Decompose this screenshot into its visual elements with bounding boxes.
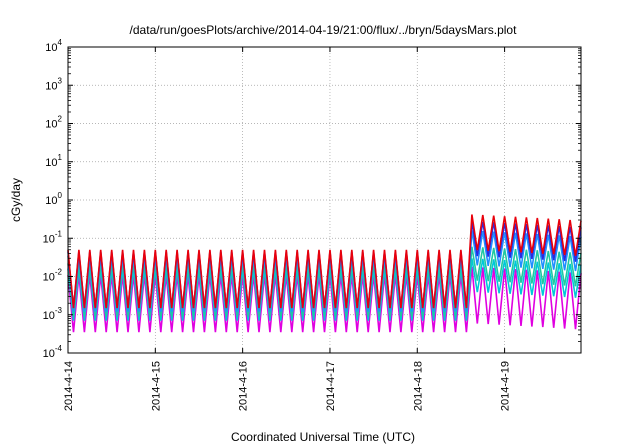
x-tick-label: 2014-4-14 <box>63 361 75 411</box>
y-axis: 10-4 10-3 10-2 10-1 100 101 102 103 104 <box>43 38 581 360</box>
y-tick-label: 10-4 <box>43 344 63 360</box>
x-axis: 2014-4-14 2014-4-15 2014-4-16 2014-4-17 2014… <box>63 47 512 411</box>
x-tick-label: 2014-4-16 <box>238 361 250 411</box>
y-tick-label: 10-2 <box>43 268 63 284</box>
series-line <box>67 266 582 333</box>
y-tick-label: 10-1 <box>43 229 63 245</box>
y-tick-label: 102 <box>45 115 62 131</box>
series-group <box>67 214 582 333</box>
x-tick-label: 2014-4-19 <box>500 361 512 411</box>
chart-title: /data/run/goesPlots/archive/2014-04-19/2… <box>130 23 518 37</box>
y-tick-label: 103 <box>45 76 62 92</box>
x-tick-label: 2014-4-18 <box>412 361 424 411</box>
x-axis-label: Coordinated Universal Time (UTC) <box>231 430 415 444</box>
y-tick-label: 10-3 <box>43 306 63 322</box>
y-axis-label: cGy/day <box>9 178 23 222</box>
x-tick-label: 2014-4-15 <box>150 361 162 411</box>
x-tick-label: 2014-4-17 <box>325 361 337 411</box>
y-tick-label: 100 <box>45 191 62 207</box>
y-tick-label: 101 <box>45 153 62 169</box>
y-tick-label: 104 <box>45 38 62 54</box>
series-line <box>67 214 582 309</box>
